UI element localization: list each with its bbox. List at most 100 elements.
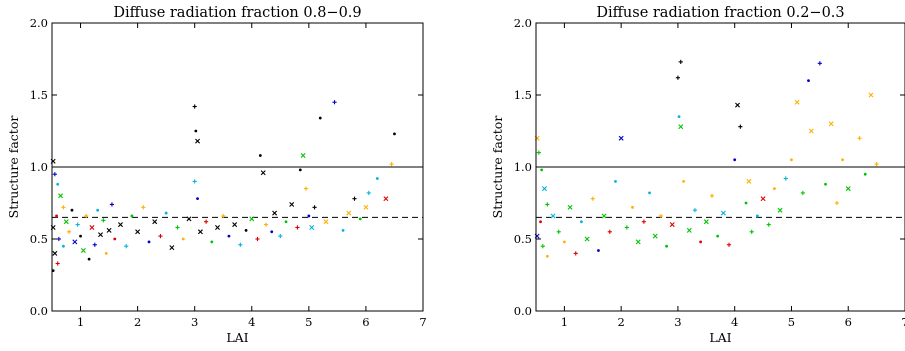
data-point-stroke bbox=[289, 201, 295, 207]
x-tick-label: 4 bbox=[248, 315, 255, 329]
data-point-dot bbox=[841, 158, 844, 162]
data-point bbox=[210, 240, 214, 244]
y-tick-label: 1.5 bbox=[514, 88, 532, 102]
data-point bbox=[863, 172, 867, 176]
data-point bbox=[181, 237, 185, 241]
data-point bbox=[147, 240, 151, 244]
data-point-dot bbox=[716, 234, 720, 238]
data-point-stroke bbox=[383, 196, 389, 202]
y-tick-label: 1.5 bbox=[30, 88, 48, 102]
data-point bbox=[703, 219, 709, 225]
data-point bbox=[834, 200, 839, 206]
data-point-stroke bbox=[272, 210, 278, 216]
data-point bbox=[124, 244, 129, 249]
data-point-dot bbox=[227, 234, 231, 238]
data-point bbox=[298, 168, 302, 172]
data-point-dot bbox=[756, 214, 759, 218]
data-point bbox=[67, 229, 72, 234]
data-point bbox=[318, 116, 322, 120]
scatter-panel-right: 1 2 3 4 5 6 7 0.0 0.5 1.0 1.5 2.0 Diffuse radiation … bbox=[490, 5, 905, 345]
data-point-stroke bbox=[232, 222, 238, 228]
scatter-panel-left: 1 2 3 4 5 6 7 0.0 0.5 1.0 1.5 2.0 Diffuse radiation … bbox=[6, 5, 427, 345]
y-tick-label: 0.5 bbox=[30, 232, 48, 246]
data-point-stroke bbox=[720, 210, 726, 216]
data-points bbox=[50, 100, 396, 273]
data-point bbox=[590, 196, 595, 201]
data-point bbox=[89, 224, 95, 230]
data-point bbox=[195, 138, 201, 144]
data-point bbox=[868, 92, 874, 98]
data-point bbox=[84, 213, 89, 219]
data-point bbox=[175, 225, 180, 230]
data-point bbox=[699, 240, 703, 244]
data-point-stroke bbox=[567, 204, 573, 210]
data-point bbox=[58, 193, 64, 199]
data-point-stroke bbox=[746, 178, 752, 184]
data-point-dot bbox=[773, 187, 776, 191]
data-point bbox=[196, 197, 199, 201]
data-point bbox=[130, 214, 134, 218]
data-point bbox=[113, 237, 117, 241]
data-point bbox=[375, 177, 379, 180]
data-point-stroke bbox=[686, 227, 692, 233]
data-point-dot bbox=[147, 240, 151, 244]
data-point bbox=[194, 129, 198, 133]
x-tick-label: 6 bbox=[362, 315, 369, 329]
data-point bbox=[215, 224, 221, 230]
data-point-stroke bbox=[808, 128, 814, 134]
data-point-stroke bbox=[98, 232, 104, 238]
y-tick-label: 2.0 bbox=[514, 16, 532, 30]
data-point-stroke bbox=[652, 233, 658, 239]
data-point-dot bbox=[539, 220, 542, 224]
data-point bbox=[607, 229, 612, 234]
data-point bbox=[270, 230, 274, 234]
data-point bbox=[346, 210, 352, 216]
data-point bbox=[675, 75, 681, 80]
data-point-stroke bbox=[323, 219, 329, 225]
data-point bbox=[692, 208, 698, 213]
data-point bbox=[783, 176, 788, 181]
data-point-stroke bbox=[186, 216, 192, 222]
data-point-stroke bbox=[63, 219, 69, 225]
data-point bbox=[192, 179, 197, 184]
data-point bbox=[186, 216, 192, 222]
data-point bbox=[857, 136, 862, 141]
data-point bbox=[258, 154, 262, 157]
data-point bbox=[352, 196, 357, 201]
data-point bbox=[874, 162, 879, 167]
data-point-dot bbox=[562, 240, 566, 244]
x-tick-label: 7 bbox=[901, 315, 905, 329]
data-point-dot bbox=[597, 249, 600, 252]
data-point-stroke bbox=[584, 236, 590, 242]
data-point-stroke bbox=[309, 224, 315, 230]
data-point-stroke bbox=[669, 222, 675, 228]
data-point-dot bbox=[298, 168, 302, 172]
data-point bbox=[389, 162, 394, 167]
data-point bbox=[652, 233, 658, 239]
data-point bbox=[101, 218, 106, 223]
data-point-stroke bbox=[635, 239, 641, 245]
data-point bbox=[255, 236, 260, 242]
data-point bbox=[238, 242, 243, 247]
x-tick-label: 2 bbox=[617, 315, 624, 329]
data-point bbox=[807, 79, 810, 82]
data-point bbox=[556, 229, 561, 234]
data-point bbox=[75, 222, 80, 227]
data-point bbox=[678, 59, 683, 64]
data-point bbox=[669, 222, 675, 228]
data-point-dot bbox=[580, 220, 583, 224]
y-axis-label: Structure factor bbox=[6, 116, 21, 219]
y-tick-label: 0.0 bbox=[514, 304, 532, 318]
data-point bbox=[312, 205, 317, 210]
data-point bbox=[249, 216, 255, 222]
data-point-dot bbox=[358, 217, 362, 221]
data-point bbox=[56, 182, 60, 186]
x-tick-label: 5 bbox=[305, 315, 312, 329]
data-point bbox=[135, 229, 141, 235]
data-point bbox=[601, 213, 607, 219]
data-point-dot bbox=[244, 228, 248, 232]
data-point bbox=[845, 186, 851, 192]
data-point-stroke bbox=[618, 135, 624, 141]
x-axis-label: LAI bbox=[226, 330, 248, 345]
data-point-stroke bbox=[760, 196, 766, 202]
